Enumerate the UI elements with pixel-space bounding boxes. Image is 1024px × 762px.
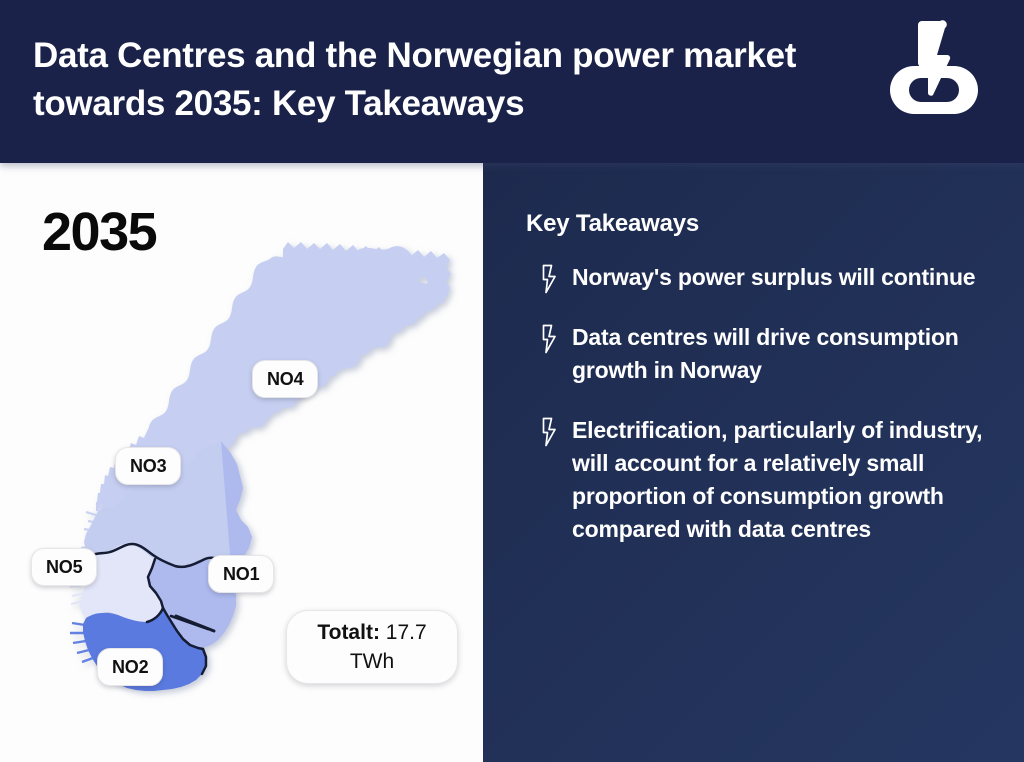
takeaway-text: Electrification, particularly of industr… bbox=[572, 417, 983, 542]
takeaway-item: Norway's power surplus will continue bbox=[538, 261, 1008, 294]
lightning-bolt-icon bbox=[542, 324, 556, 354]
map-label-no2-text: NO2 bbox=[112, 656, 149, 677]
lightning-bolt-icon bbox=[542, 264, 556, 294]
map-zone-borders-main bbox=[88, 542, 233, 676]
map-zone-no3 bbox=[84, 441, 252, 568]
map-label-no4[interactable]: NO4 bbox=[252, 360, 319, 398]
map-label-no2[interactable]: NO2 bbox=[97, 648, 164, 686]
map-label-no5[interactable]: NO5 bbox=[31, 548, 98, 586]
total-value: 17.7 TWh bbox=[349, 621, 427, 673]
takeaways-list: Norway's power surplus will continue Dat… bbox=[538, 261, 1008, 573]
takeaway-item: Data centres will drive consumption grow… bbox=[538, 321, 1008, 387]
takeaway-text: Data centres will drive consumption grow… bbox=[572, 324, 959, 383]
map-zone-no5 bbox=[80, 543, 163, 622]
takeaway-item: Electrification, particularly of industr… bbox=[538, 414, 1008, 546]
page-header: Data Centres and the Norwegian power mar… bbox=[0, 0, 1024, 163]
takeaways-heading: Key Takeaways bbox=[526, 210, 700, 237]
map-label-no3-text: NO3 bbox=[130, 455, 167, 476]
map-label-no4-text: NO4 bbox=[267, 368, 304, 389]
map-border-no3-no4 bbox=[174, 614, 216, 633]
norway-map: NO4 NO3 NO5 NO1 NO2 Totalt: 17.7 TWh bbox=[0, 163, 483, 762]
total-consumption-badge: Totalt: 17.7 TWh bbox=[286, 610, 458, 684]
total-label: Totalt: bbox=[317, 621, 380, 644]
map-panel: 2035 bbox=[0, 163, 483, 762]
map-label-no5-text: NO5 bbox=[46, 556, 83, 577]
lightning-bolt-logo bbox=[890, 20, 978, 114]
takeaways-panel: Key Takeaways Norway's power surplus wil… bbox=[483, 163, 1024, 762]
map-label-no3[interactable]: NO3 bbox=[115, 447, 182, 485]
page-title: Data Centres and the Norwegian power mar… bbox=[33, 36, 797, 123]
map-label-no1[interactable]: NO1 bbox=[208, 555, 275, 593]
lightning-bolt-icon bbox=[542, 417, 556, 447]
year-label: 2035 bbox=[42, 202, 158, 262]
map-label-no1-text: NO1 bbox=[223, 563, 260, 584]
map-zone-no1 bbox=[148, 441, 252, 648]
takeaway-text: Norway's power surplus will continue bbox=[572, 264, 976, 290]
